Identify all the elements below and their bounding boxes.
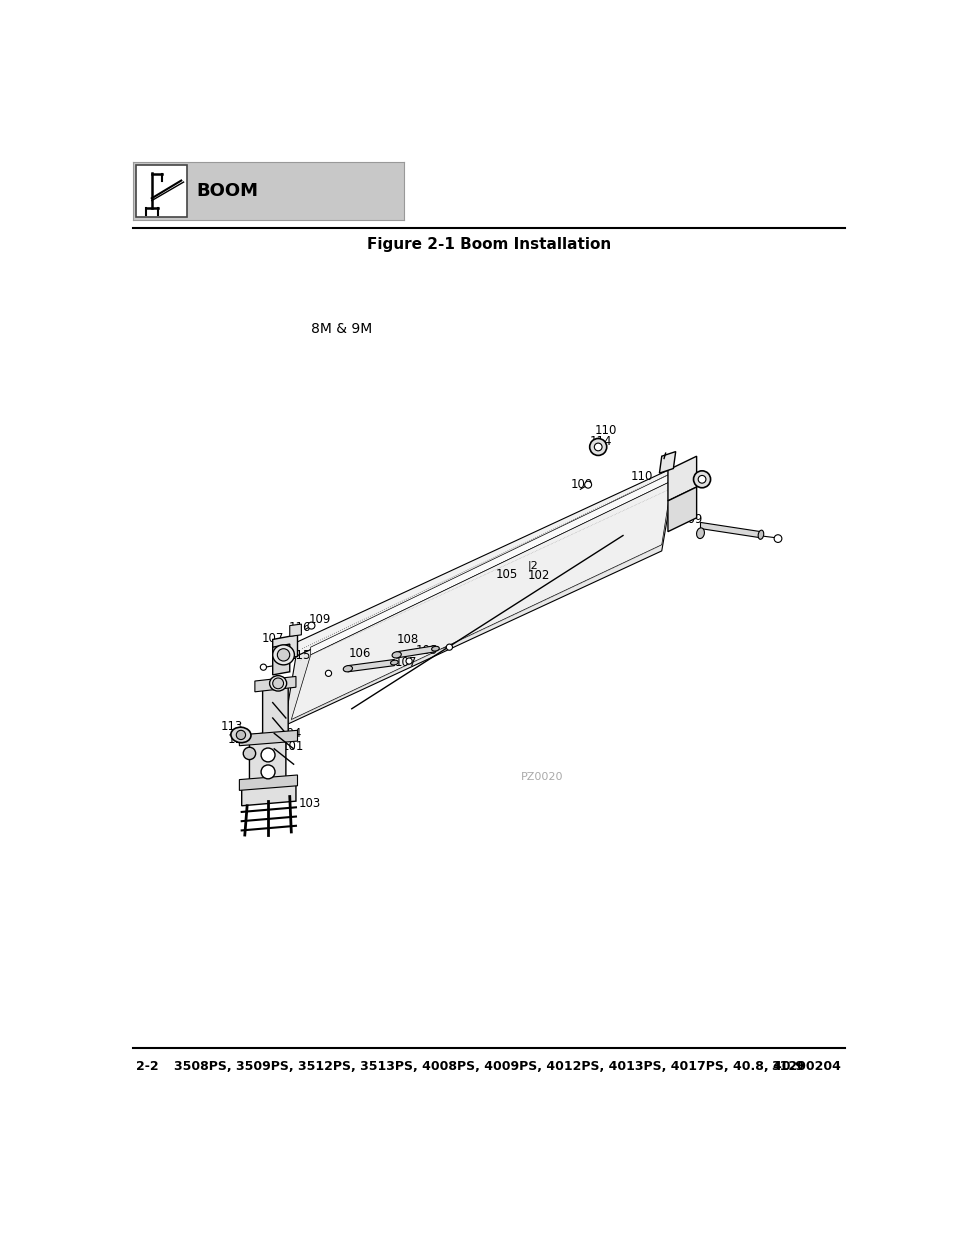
Ellipse shape (392, 652, 401, 658)
Text: 106: 106 (348, 647, 371, 661)
Polygon shape (249, 730, 286, 792)
Text: 107: 107 (261, 632, 284, 645)
Ellipse shape (696, 527, 703, 538)
Circle shape (308, 622, 314, 629)
Text: 109: 109 (415, 645, 437, 657)
Text: 108: 108 (396, 634, 418, 646)
Ellipse shape (343, 666, 352, 672)
Circle shape (693, 471, 710, 488)
Polygon shape (262, 680, 288, 739)
Text: 115: 115 (288, 648, 311, 662)
Circle shape (406, 658, 412, 664)
Circle shape (261, 748, 274, 762)
Text: Figure 2-1 Boom Installation: Figure 2-1 Boom Installation (366, 237, 611, 252)
Circle shape (589, 438, 606, 456)
Text: 112: 112 (228, 734, 250, 746)
Text: 114: 114 (589, 435, 612, 447)
Circle shape (584, 482, 591, 488)
Text: 3508PS, 3509PS, 3512PS, 3513PS, 4008PS, 4009PS, 4012PS, 4013PS, 4017PS, 40.8, 40: 3508PS, 3509PS, 3512PS, 3513PS, 4008PS, … (173, 1060, 803, 1072)
Polygon shape (700, 522, 760, 537)
Polygon shape (291, 480, 671, 720)
Polygon shape (241, 783, 295, 805)
Circle shape (325, 671, 332, 677)
Polygon shape (284, 483, 673, 726)
Text: 116: 116 (288, 621, 311, 634)
Text: PZ0020: PZ0020 (520, 772, 562, 782)
Polygon shape (254, 677, 295, 692)
Bar (133, 162, 404, 220)
Ellipse shape (231, 727, 251, 742)
Polygon shape (290, 624, 301, 636)
Text: 2-2: 2-2 (136, 1060, 159, 1072)
Text: 104: 104 (279, 727, 302, 740)
Text: 110: 110 (630, 471, 653, 483)
Text: 110: 110 (595, 424, 617, 437)
Text: 31200204: 31200204 (771, 1060, 841, 1072)
Polygon shape (295, 468, 673, 656)
Text: BOOM: BOOM (196, 183, 258, 200)
Ellipse shape (390, 661, 397, 664)
Text: 109: 109 (309, 614, 331, 626)
Circle shape (261, 764, 274, 779)
Circle shape (446, 645, 452, 651)
Circle shape (594, 443, 601, 451)
Text: 107: 107 (394, 656, 416, 669)
Polygon shape (659, 452, 675, 473)
Text: 105: 105 (496, 568, 517, 580)
Ellipse shape (431, 646, 438, 651)
Circle shape (273, 678, 283, 689)
Polygon shape (273, 645, 290, 674)
Text: 113: 113 (220, 720, 243, 732)
Ellipse shape (270, 676, 286, 692)
Circle shape (698, 475, 705, 483)
Text: 102: 102 (527, 569, 550, 583)
Polygon shape (311, 473, 671, 655)
Circle shape (236, 730, 245, 740)
Text: 103: 103 (298, 797, 321, 809)
Polygon shape (239, 730, 297, 746)
Polygon shape (667, 456, 696, 501)
Ellipse shape (758, 530, 763, 540)
Polygon shape (667, 487, 696, 531)
Polygon shape (348, 659, 394, 672)
Circle shape (243, 747, 255, 760)
Circle shape (773, 535, 781, 542)
Polygon shape (396, 646, 435, 658)
Text: 8M & 9M: 8M & 9M (311, 322, 372, 336)
Circle shape (260, 664, 266, 671)
Ellipse shape (273, 645, 294, 664)
Circle shape (277, 648, 290, 661)
Text: |2: |2 (527, 561, 537, 571)
Polygon shape (273, 635, 297, 661)
Text: 109: 109 (570, 478, 592, 490)
Bar (136, 165, 187, 216)
Text: 101: 101 (282, 740, 304, 752)
Text: 111: 111 (666, 503, 688, 515)
Polygon shape (239, 776, 297, 790)
Text: 109: 109 (679, 514, 702, 526)
